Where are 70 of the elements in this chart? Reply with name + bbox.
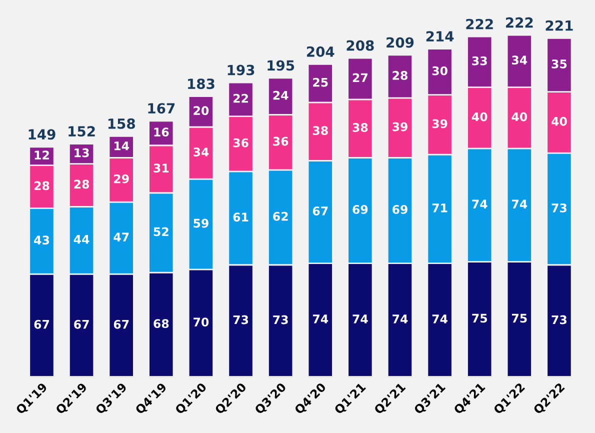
data-label: 20 <box>194 106 209 116</box>
data-label: 40 <box>472 112 488 122</box>
data-label: 75 <box>472 314 487 323</box>
data-label: 73 <box>233 315 248 324</box>
data-label: 52 <box>154 227 168 236</box>
data-label: 74 <box>472 200 488 208</box>
data-label: 30 <box>432 66 448 76</box>
total-label: 222 <box>506 17 533 28</box>
data-label: 74 <box>392 314 408 324</box>
total-label: 149 <box>28 129 56 140</box>
data-label: 67 <box>114 320 129 329</box>
data-label: 28 <box>34 181 50 190</box>
data-label: 47 <box>114 232 129 242</box>
data-label: 73 <box>552 203 566 212</box>
data-label: 62 <box>273 212 288 221</box>
data-label: 71 <box>432 204 448 212</box>
data-label: 44 <box>74 235 90 244</box>
data-label: 59 <box>194 218 208 228</box>
data-label: 33 <box>472 56 487 66</box>
data-label: 38 <box>312 126 328 136</box>
data-label: 67 <box>34 320 50 329</box>
data-label: 69 <box>392 204 408 214</box>
data-label: 74 <box>312 314 328 324</box>
data-label: 25 <box>313 78 328 87</box>
data-label: 67 <box>312 206 328 216</box>
data-label: 14 <box>114 142 130 150</box>
data-label: 40 <box>512 112 528 122</box>
data-label: 34 <box>512 56 528 65</box>
data-label: 39 <box>392 122 408 132</box>
data-label: 73 <box>552 315 566 324</box>
data-label: 13 <box>74 148 89 158</box>
data-label: 12 <box>34 150 49 160</box>
data-label: 75 <box>512 314 527 323</box>
data-label: 35 <box>552 59 567 68</box>
data-label: 28 <box>74 180 90 189</box>
data-label: 61 <box>233 212 248 222</box>
data-label: 29 <box>114 174 129 184</box>
data-label: 73 <box>273 315 288 324</box>
total-label: 195 <box>268 60 294 71</box>
data-label: 67 <box>74 320 89 329</box>
data-label: 24 <box>273 90 288 100</box>
total-label: 209 <box>386 37 414 48</box>
data-label: 40 <box>552 116 567 126</box>
data-label: 31 <box>154 164 169 173</box>
total-label: 222 <box>466 18 493 30</box>
data-label: 22 <box>233 94 248 103</box>
data-label: 16 <box>154 128 169 137</box>
data-label: 36 <box>273 136 288 146</box>
data-label: 36 <box>233 138 248 148</box>
total-label: 152 <box>68 126 95 137</box>
data-label: 38 <box>352 123 368 132</box>
total-label: 214 <box>426 31 454 42</box>
total-label: 221 <box>546 20 573 31</box>
data-label: 74 <box>512 200 528 208</box>
total-label: 208 <box>346 40 374 51</box>
data-label: 27 <box>352 73 368 82</box>
data-label: 68 <box>154 319 169 328</box>
total-label: 183 <box>188 78 214 90</box>
data-label: 69 <box>352 204 368 214</box>
total-label: 158 <box>108 118 135 129</box>
data-label: 43 <box>34 236 50 245</box>
total-label: 167 <box>148 103 175 114</box>
data-label: 34 <box>194 148 209 156</box>
data-label: 28 <box>392 70 408 80</box>
data-label: 70 <box>194 318 209 327</box>
total-label: 204 <box>306 46 334 57</box>
data-label: 74 <box>432 314 448 324</box>
data-label: 74 <box>352 314 368 324</box>
total-label: 193 <box>228 64 254 76</box>
data-label: 39 <box>432 119 448 128</box>
